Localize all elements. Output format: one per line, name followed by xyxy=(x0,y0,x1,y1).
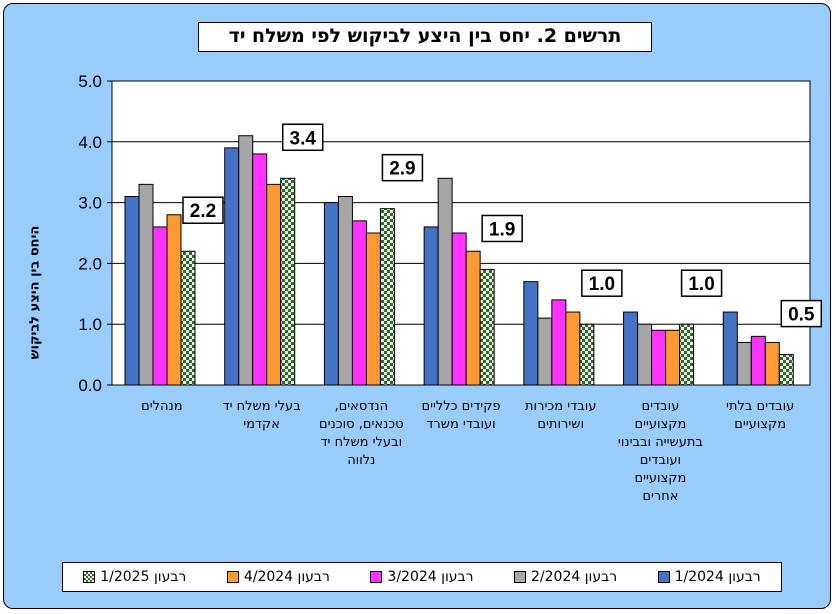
x-tick-label: הנדסאים, טכנאים, סוכנים ובעלי משלח יד נל… xyxy=(318,399,404,468)
bar xyxy=(637,323,653,386)
bar xyxy=(623,311,639,386)
data-label: 1.0 xyxy=(688,274,714,295)
legend-label: רבעון 3/2024 xyxy=(387,569,474,585)
x-tick-label: בעלי משלח יד אקדמי xyxy=(222,399,301,432)
bar xyxy=(138,183,154,386)
bar xyxy=(722,311,738,386)
bar xyxy=(379,208,395,386)
legend-item: רבעון 2/2024 xyxy=(514,569,617,585)
x-tick-label: פקידים כלליים ועובדי משרד xyxy=(421,399,501,432)
bar xyxy=(437,177,453,386)
data-label-box xyxy=(780,299,823,328)
bar xyxy=(537,317,553,386)
legend-item: רבעון 4/2024 xyxy=(226,569,330,585)
bar xyxy=(764,341,780,386)
x-tick-label: עובדים מקצועיים בתעשייה ובבינוי ועובדים … xyxy=(617,399,703,504)
bar xyxy=(365,232,381,386)
bar xyxy=(565,311,581,386)
x-tick-label: עובדי מכירות ושירותים xyxy=(525,399,597,432)
legend: רבעון 1/2024 רבעון 2/2024 רבעון 3/2024 רבעו… xyxy=(62,562,782,592)
bar xyxy=(736,341,752,386)
legend-item: רבעון 1/2024 xyxy=(657,569,761,585)
bar xyxy=(238,135,254,386)
bar xyxy=(351,220,367,386)
bar xyxy=(679,323,695,386)
legend-item: רבעון 1/2025 xyxy=(83,569,186,585)
data-label-box xyxy=(182,196,224,224)
bar xyxy=(750,335,766,386)
bar xyxy=(180,250,196,386)
bar xyxy=(124,196,140,386)
chart-title: תרשים 2. יחס בין היצע לביקוש לפי משלח יד xyxy=(198,22,652,52)
bar xyxy=(451,232,467,386)
legend-label: רבעון 1/2025 xyxy=(100,569,187,585)
legend-label: רבעון 4/2024 xyxy=(243,569,330,585)
bar xyxy=(166,214,182,386)
legend-swatch xyxy=(370,571,383,583)
data-label-box xyxy=(581,269,623,297)
y-tick-label: 2.0 xyxy=(78,254,102,273)
bar xyxy=(551,299,567,386)
bar xyxy=(266,183,282,386)
data-label: 1.0 xyxy=(589,274,615,295)
y-axis-ticks: 0.0 1.0 2.0 3.0 4.0 5.0 xyxy=(78,72,112,395)
data-labels: 2.2 3.4 2.9 1.9 1.0 1.0 0.5 xyxy=(182,123,823,328)
bar xyxy=(337,196,353,386)
x-tick-label: מנהלים xyxy=(141,399,183,414)
legend-item: רבעון 3/2024 xyxy=(370,569,474,585)
data-label: 2.2 xyxy=(190,201,216,222)
y-tick-label: 0.0 xyxy=(78,376,102,395)
data-label-box xyxy=(281,123,324,152)
x-tick-label: עובדים בלתי מקצועיים xyxy=(725,399,795,432)
bar xyxy=(280,177,296,386)
bar xyxy=(579,323,595,386)
bar xyxy=(523,281,539,386)
bar xyxy=(778,354,794,386)
y-tick-label: 5.0 xyxy=(78,72,102,91)
data-label-box xyxy=(481,214,523,243)
bars xyxy=(124,135,794,386)
bar xyxy=(479,268,495,386)
bar xyxy=(651,329,667,386)
data-label: 3.4 xyxy=(290,128,317,149)
bar xyxy=(423,226,439,386)
bar xyxy=(665,329,681,386)
bar xyxy=(252,153,268,386)
legend-swatch xyxy=(83,571,96,583)
bar xyxy=(323,202,339,386)
y-tick-label: 4.0 xyxy=(78,133,102,152)
data-label: 0.5 xyxy=(788,305,815,326)
bar xyxy=(465,250,481,386)
y-tick-label: 3.0 xyxy=(78,194,102,213)
bar xyxy=(224,147,240,386)
legend-swatch xyxy=(514,571,527,583)
y-tick-label: 1.0 xyxy=(78,315,102,334)
data-label: 1.9 xyxy=(489,219,515,240)
legend-label: רבעון 2/2024 xyxy=(531,569,618,585)
data-label-box xyxy=(381,153,424,182)
data-label-box xyxy=(680,269,723,297)
bar xyxy=(152,226,168,386)
legend-swatch xyxy=(226,571,239,583)
legend-swatch xyxy=(657,571,670,583)
legend-label: רבעון 1/2024 xyxy=(674,569,761,585)
data-label: 2.9 xyxy=(389,159,415,180)
